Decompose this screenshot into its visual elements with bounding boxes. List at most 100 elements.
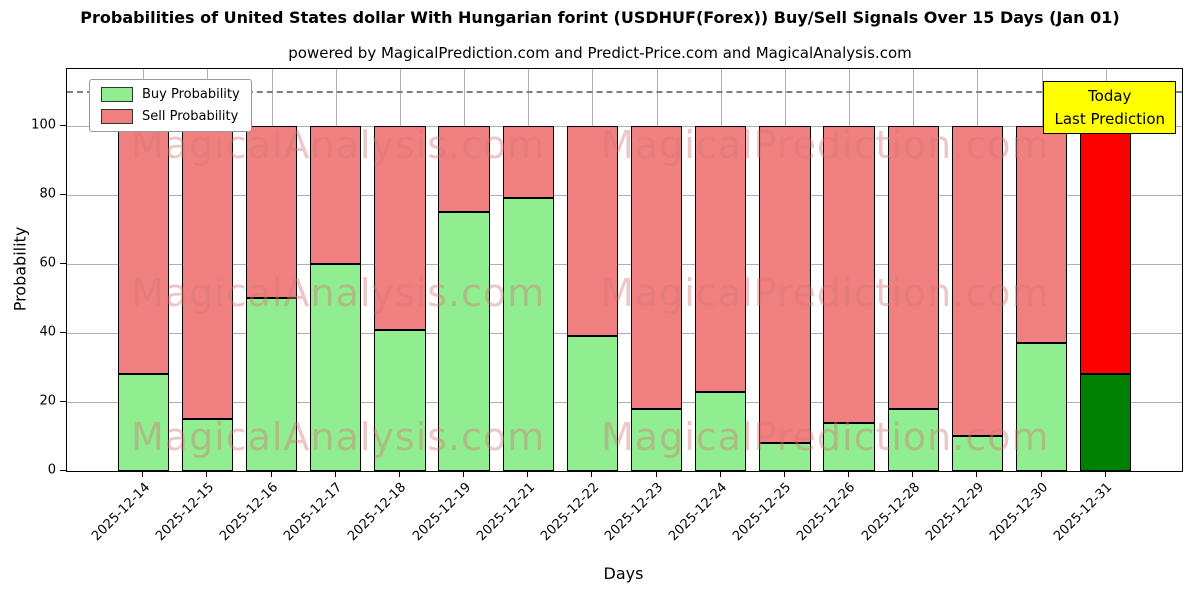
bar-segment-sell xyxy=(502,125,554,199)
y-tick-label: 100 xyxy=(31,117,56,133)
x-tick-label: 2025-12-15 xyxy=(153,480,218,545)
dashed-threshold-line xyxy=(67,91,1182,94)
bar-segment-buy xyxy=(695,391,747,471)
h-gridline xyxy=(67,263,1182,265)
bar-segment-buy xyxy=(117,374,169,471)
bar-segment-buy xyxy=(823,422,875,471)
annotation-line-last-prediction: Last Prediction xyxy=(1054,109,1165,128)
x-tick-label: 2025-12-28 xyxy=(858,480,923,545)
y-tick-label: 40 xyxy=(39,324,56,340)
y-tick-label: 60 xyxy=(39,255,56,271)
x-tick-mark xyxy=(783,472,785,477)
h-gridline xyxy=(67,125,1182,127)
legend-item: Buy Probability xyxy=(101,87,240,102)
legend-swatch xyxy=(101,87,133,102)
legend-item: Sell Probability xyxy=(101,109,240,124)
bar-segment-sell xyxy=(566,125,619,337)
chart-subtitle: powered by MagicalPrediction.com and Pre… xyxy=(288,44,912,62)
bar-segment-buy xyxy=(374,329,426,471)
x-tick-mark xyxy=(848,472,850,477)
x-tick-label: 2025-12-14 xyxy=(88,480,153,545)
x-tick-mark xyxy=(334,472,336,477)
bar-segment-buy xyxy=(438,212,490,471)
watermark-text: MagicalPrediction.com xyxy=(601,123,1050,167)
bar-segment-sell xyxy=(245,125,298,299)
bar-segment-buy xyxy=(887,408,939,471)
x-tick-label: 2025-12-30 xyxy=(987,480,1052,545)
bar-segment-sell xyxy=(310,125,362,264)
h-gridline xyxy=(67,401,1182,403)
x-axis-label: Days xyxy=(603,564,644,583)
legend: Buy Probability Sell Probability xyxy=(89,79,252,132)
bar-segment-sell xyxy=(117,125,169,375)
x-tick-mark xyxy=(206,472,208,477)
bar-segment-buy xyxy=(1015,343,1068,471)
x-tick-mark xyxy=(398,472,400,477)
legend-label: Sell Probability xyxy=(142,109,239,124)
x-tick-label: 2025-12-24 xyxy=(666,480,731,545)
legend-label: Buy Probability xyxy=(142,87,240,102)
bar-segment-sell xyxy=(1079,125,1132,375)
chart-title: Probabilities of United States dollar Wi… xyxy=(80,8,1120,27)
x-tick-mark xyxy=(719,472,721,477)
bar-segment-buy xyxy=(1079,374,1132,471)
bar-segment-buy xyxy=(951,436,1003,471)
bar-segment-buy xyxy=(245,298,298,471)
watermark-text: MagicalAnalysis.com xyxy=(131,415,546,459)
x-tick-label: 2025-12-19 xyxy=(409,480,474,545)
bar-segment-sell xyxy=(887,125,939,409)
watermark-text: MagicalPrediction.com xyxy=(601,415,1050,459)
y-tick-label: 0 xyxy=(47,462,56,478)
annotation-line-today: Today xyxy=(1088,87,1132,105)
x-tick-mark xyxy=(142,472,144,477)
today-annotation: Today Last Prediction xyxy=(1043,81,1176,134)
bar-segment-sell xyxy=(823,125,875,423)
x-tick-mark xyxy=(463,472,465,477)
x-tick-label: 2025-12-16 xyxy=(217,480,282,545)
bar-segment-sell xyxy=(438,125,490,213)
x-tick-mark xyxy=(1104,472,1106,477)
x-tick-label: 2025-12-17 xyxy=(281,480,346,545)
bar-segment-buy xyxy=(759,443,811,471)
x-tick-mark xyxy=(976,472,978,477)
y-tick-mark xyxy=(60,262,66,264)
plot-area: Buy Probability Sell Probability Today La… xyxy=(66,68,1183,472)
watermark-text: MagicalPrediction.com xyxy=(601,271,1050,315)
y-tick-mark xyxy=(60,331,66,333)
watermark-text: MagicalAnalysis.com xyxy=(131,271,546,315)
y-tick-label: 20 xyxy=(39,393,56,409)
x-tick-label: 2025-12-23 xyxy=(602,480,667,545)
x-tick-label: 2025-12-31 xyxy=(1051,480,1116,545)
x-tick-label: 2025-12-29 xyxy=(922,480,987,545)
x-tick-label: 2025-12-25 xyxy=(730,480,795,545)
x-tick-mark xyxy=(655,472,657,477)
x-tick-mark xyxy=(1040,472,1042,477)
legend-swatch xyxy=(101,109,133,124)
bar-segment-buy xyxy=(310,263,362,471)
x-tick-label: 2025-12-18 xyxy=(345,480,410,545)
h-gridline xyxy=(67,194,1182,196)
x-tick-mark xyxy=(270,472,272,477)
bar-segment-sell xyxy=(374,125,426,330)
x-tick-mark xyxy=(591,472,593,477)
bar-segment-sell xyxy=(759,125,811,444)
y-tick-mark xyxy=(60,470,66,471)
x-tick-label: 2025-12-21 xyxy=(473,480,538,545)
h-gridline xyxy=(67,332,1182,334)
bar-segment-sell xyxy=(951,125,1003,437)
bar-segment-sell xyxy=(1015,125,1068,344)
x-tick-mark xyxy=(527,472,529,477)
x-tick-label: 2025-12-22 xyxy=(537,480,603,545)
bar-segment-buy xyxy=(630,408,683,471)
x-tick-mark xyxy=(912,472,914,477)
y-tick-label: 80 xyxy=(39,186,56,202)
bar-segment-buy xyxy=(566,336,619,471)
x-tick-label: 2025-12-26 xyxy=(794,480,859,545)
bar-segment-sell xyxy=(181,125,234,420)
bar-segment-sell xyxy=(695,125,747,392)
bar-segment-buy xyxy=(181,419,234,471)
bar-segment-sell xyxy=(630,125,683,409)
y-tick-mark xyxy=(60,193,66,195)
bar-segment-buy xyxy=(502,198,554,471)
